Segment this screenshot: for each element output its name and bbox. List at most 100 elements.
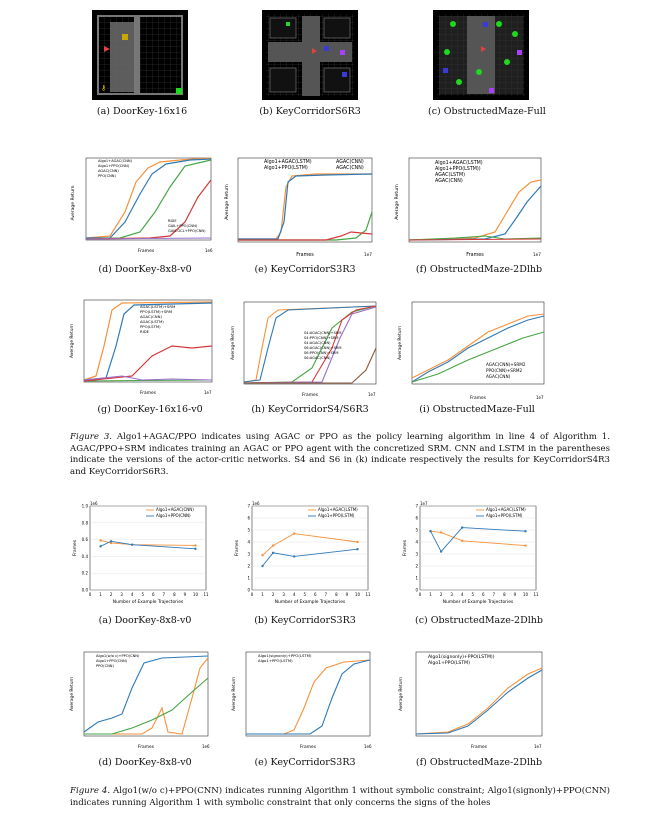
- legend-item: Algo1+PPO(CNN): [156, 513, 191, 518]
- x-tick-label: 7: [163, 592, 166, 597]
- legend-item: AGAC(CNN): [336, 165, 364, 171]
- legend-item: AGAC(CNN): [435, 178, 463, 184]
- x-tick-label: 1: [429, 592, 432, 597]
- x-tick-label: 3: [120, 592, 123, 597]
- figure-3-caption: Figure 3. Algo1+AGAC/PPO indicates using…: [70, 432, 610, 478]
- data-point: [524, 530, 527, 533]
- fig4-caption-b: (b) KeyCorridorS3R3: [254, 615, 356, 626]
- y-axis-label: Average Return: [231, 677, 237, 711]
- legend-item: PPO(CNN): [96, 664, 114, 668]
- legend-item: Algo1+PPO(LSTM): [258, 658, 293, 663]
- series-algo1-agac-cnn: [85, 157, 212, 239]
- y-axis-label: Average Return: [224, 184, 230, 220]
- x-tick-label: 6: [482, 592, 485, 597]
- x-axis-exponent: 1e6: [202, 744, 210, 749]
- x-axis-exponent: 1e7: [536, 395, 544, 400]
- x-tick-label: 3: [282, 592, 285, 597]
- y-axis-label: Average Return: [398, 677, 404, 711]
- x-axis-exponent: 1e7: [364, 252, 372, 257]
- legend-item: S6:PPO(CNN)+SRM: [304, 351, 339, 355]
- y-tick-label: 6: [415, 516, 418, 521]
- x-tick-label: 9: [184, 592, 187, 597]
- legend-item: AGAC(CNN): [336, 159, 364, 165]
- data-point: [460, 539, 464, 542]
- x-axis-label: Frames: [466, 252, 484, 258]
- legend-item: AGAC(LSTM): [435, 172, 465, 178]
- x-tick-label: 0: [251, 592, 254, 597]
- x-axis-exponent: 1e7: [368, 392, 376, 397]
- x-tick-label: 6: [314, 592, 317, 597]
- y-axis-label: Average Return: [69, 677, 75, 711]
- series-agac-cnn-2: [238, 231, 373, 241]
- data-point: [439, 550, 443, 553]
- x-tick-label: 1: [99, 592, 102, 597]
- legend-item: S4:AGAC(CNN): [304, 341, 331, 345]
- x-tick-label: 5: [141, 592, 144, 597]
- legend-item: Algo1+AGAC(LSTM): [435, 160, 483, 166]
- series-agac-cnn: [238, 211, 373, 241]
- legend-item: Algo1(signonly)+PPO(LSTM): [258, 653, 312, 658]
- series-ride: [83, 375, 213, 381]
- y-axis-label: Average Return: [397, 326, 403, 360]
- plot-fig4-f: Algo1(signonly)+PPO(LSTM)) Algo1+PPO(LST…: [398, 651, 543, 750]
- fig3-caption-d: (d) DoorKey-8x8-v0: [98, 264, 192, 275]
- x-tick-label: 11: [533, 592, 539, 597]
- env-caption-a: (a) DoorKey-16x16: [96, 106, 188, 117]
- x-axis-label: Number of Example Trajectories: [113, 599, 184, 605]
- env-caption-c: (c) ObstructedMaze-Full: [428, 106, 546, 117]
- y-tick-label: 5: [247, 528, 250, 533]
- x-tick-label: 0: [419, 592, 422, 597]
- x-tick-label: 10: [193, 592, 199, 597]
- x-tick-label: 2: [272, 592, 275, 597]
- y-tick-label: 0: [247, 588, 250, 593]
- series-agac-cnn: [83, 379, 213, 382]
- series-algo1-signonly-ppo-lstm: [246, 659, 371, 735]
- series-algo1-ppo-lstm: [246, 659, 371, 735]
- axes: [415, 651, 543, 737]
- axes: [243, 301, 377, 385]
- data-point: [109, 540, 113, 543]
- series-line-1: [430, 527, 526, 553]
- x-axis-label: Frames: [471, 744, 488, 750]
- legend-item: AGAC(CNN): [140, 314, 162, 319]
- env-thumbnail-obstructedmaze: [433, 10, 529, 100]
- plot-fig4-c: 0 1 2 3 4 5 6 7 0 1 2 3 4 5 6 7 8 9 10 11 Algo1+AGAC(LSTM)Al…: [402, 501, 539, 605]
- x-tick-label: 10: [523, 592, 529, 597]
- data-point: [130, 543, 134, 546]
- y-tick-label: 2: [415, 564, 418, 569]
- y-axis-exponent: 1e7: [420, 501, 428, 506]
- x-tick-label: 4: [131, 592, 134, 597]
- legend-item: Algo1+PPO(LSTM): [318, 513, 355, 518]
- x-axis-label: Frames: [140, 390, 157, 396]
- y-tick-label: 0.4: [82, 554, 89, 559]
- y-axis-label: Average Return: [70, 185, 76, 220]
- x-axis-exponent: 1e7: [533, 252, 541, 257]
- series-s4-ppo-srm: [243, 305, 377, 383]
- y-tick-label: 1: [247, 576, 250, 581]
- axes: [237, 157, 373, 243]
- x-tick-label: 9: [514, 592, 517, 597]
- fig3-caption-h: (h) KeyCorridorS4/S6R3: [251, 404, 369, 415]
- x-tick-label: 1: [261, 592, 264, 597]
- legend-item: Algo1+PPO(CNN): [96, 659, 128, 663]
- series-algo1-agac-lstm: [238, 173, 372, 240]
- series-agac-lstm-srm: [83, 301, 213, 381]
- series-algo1-ppo-cnn: [83, 655, 209, 733]
- y-tick-label: 0.2: [82, 571, 89, 576]
- series-agac-lstm: [408, 235, 542, 241]
- plot-fig3-e: Algo1+AGAC(LSTM) Algo1+PPO(LSTM) AGAC(CN…: [224, 157, 373, 258]
- x-axis-label: Frames: [138, 248, 155, 254]
- axes: [411, 301, 545, 385]
- figure-4-caption: Figure 4. Algo1(w/o c)+PPO(CNN) indicate…: [70, 786, 610, 809]
- series-ppo-cnn: [84, 677, 209, 735]
- figure-3-text: Algo1+AGAC/PPO indicates using AGAC or P…: [70, 432, 610, 477]
- x-tick-label: 2: [110, 592, 113, 597]
- series-agac-cnn-srm2: [411, 313, 545, 379]
- legend-item: PPO(CNN): [98, 174, 116, 178]
- legend-item: PPO(LSTM)+SRM: [140, 309, 172, 314]
- axes: [245, 651, 371, 737]
- x-tick-label: 7: [493, 592, 496, 597]
- data-point: [271, 544, 275, 547]
- series-s6-agac: [244, 347, 377, 384]
- series-algo1-ppo-lstm: [238, 173, 373, 240]
